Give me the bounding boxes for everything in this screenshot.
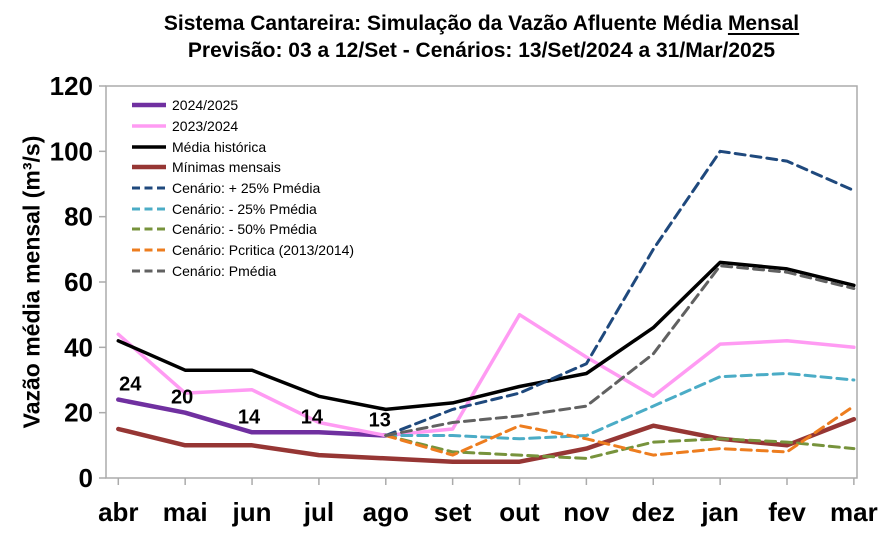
chart-title: Sistema Cantareira: Simulação da Vazão A… <box>106 10 857 37</box>
y-tick-label: 0 <box>79 463 93 493</box>
legend-line-sample <box>132 124 166 128</box>
legend-line-sample <box>132 103 166 108</box>
y-tick-label: 20 <box>64 398 93 428</box>
legend-line-sample <box>132 248 166 252</box>
data-label-2024-2025-jul: 14 <box>301 406 324 428</box>
legend-item-m-dia-hist-rica: Média histórica <box>131 136 354 157</box>
x-tick-label: ago <box>363 497 409 527</box>
legend-label: Cenário: Pmédia <box>172 262 277 279</box>
legend-line-sample <box>132 269 166 273</box>
legend-label: Cenário: + 25% Pmédia <box>172 180 321 197</box>
x-tick-label: mar <box>830 497 878 527</box>
y-tick-label: 100 <box>50 136 93 166</box>
series-line-cen-rio-pm-dia <box>384 264 856 437</box>
x-tick-label: abr <box>98 497 138 527</box>
legend-item-m-nimas-mensais: Mínimas mensais <box>131 157 354 178</box>
x-tick-label: mai <box>163 497 208 527</box>
x-tick-label: jun <box>232 497 272 527</box>
y-tick-label: 40 <box>64 332 93 362</box>
legend-line-sample <box>132 186 166 190</box>
x-tick-label: jan <box>700 497 739 527</box>
data-label-2024-2025-mai: 20 <box>171 387 193 409</box>
legend-label: Cenário: - 50% Pmédia <box>172 221 317 238</box>
series-line-cen-rio-25-pm-dia <box>384 372 856 441</box>
legend-item-2024-2025: 2024/2025 <box>131 95 354 116</box>
legend-item-cen-rio-pm-dia: Cenário: Pmédia <box>131 261 354 282</box>
series-line-m-dia-hist-rica <box>116 260 856 412</box>
chart-subtitle: Previsão: 03 a 12/Set - Cenários: 13/Set… <box>187 39 776 62</box>
data-label-2024-2025-ago: 13 <box>369 410 391 432</box>
series-line-m-nimas-mensais <box>116 416 857 464</box>
y-tick-label: 60 <box>64 267 93 297</box>
series-line-2023-2024 <box>116 312 856 438</box>
data-label-2024-2025-abr: 24 <box>119 374 142 396</box>
legend-item-2023-2024: 2023/2024 <box>131 116 354 137</box>
x-tick-label: jul <box>303 497 334 527</box>
legend-label: 2024/2025 <box>172 97 239 114</box>
y-tick-label: 80 <box>64 202 93 232</box>
data-label-2024-2025-jun: 14 <box>238 406 261 428</box>
legend-item-cen-rio-50-pm-dia: Cenário: - 50% Pmédia <box>131 219 354 240</box>
x-tick-label: out <box>499 497 540 527</box>
x-tick-label: fev <box>768 497 806 527</box>
legend-label: Mínimas mensais <box>172 159 281 176</box>
chart-title-main: Sistema Cantareira: Simulação da Vazão A… <box>163 12 728 35</box>
legend-item-cen-rio-25-pm-dia: Cenário: + 25% Pmédia <box>131 178 354 199</box>
legend-label: 2023/2024 <box>172 118 239 135</box>
series-line-cen-rio-25-pm-dia <box>384 149 856 437</box>
series-line-cen-rio-pcritica-2013-2014 <box>384 404 856 457</box>
chart-legend: 2024/2025 2023/2024 Média histórica Mínimas… <box>131 95 354 281</box>
legend-line-sample <box>132 144 166 149</box>
x-tick-label: nov <box>563 497 610 527</box>
legend-label: Cenário: Pcritica (2013/2014) <box>172 242 355 259</box>
legend-label: Média histórica <box>172 138 267 155</box>
legend-line-sample <box>132 207 166 211</box>
y-tick-label: 120 <box>50 71 93 101</box>
legend-line-sample <box>132 227 166 231</box>
legend-item-cen-rio-pcritica-2013-2014: Cenário: Pcritica (2013/2014) <box>131 240 354 261</box>
x-tick-label: set <box>434 497 472 527</box>
series-line-cen-rio-50-pm-dia <box>384 434 856 460</box>
x-tick-label: dez <box>632 497 675 527</box>
legend-label: Cenário: - 25% Pmédia <box>172 200 317 217</box>
chart-title-block: Sistema Cantareira: Simulação da Vazão A… <box>106 10 857 64</box>
chart-title-underlined-word: Mensal <box>727 12 800 35</box>
series-line-2024-2025 <box>116 397 389 438</box>
legend-line-sample <box>132 165 166 170</box>
legend-item-cen-rio-25-pm-dia: Cenário: - 25% Pmédia <box>131 198 354 219</box>
